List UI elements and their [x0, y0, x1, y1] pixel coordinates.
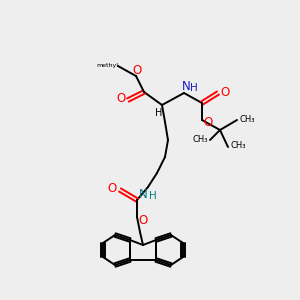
- Text: N: N: [182, 80, 190, 92]
- Text: N: N: [139, 188, 147, 202]
- Text: O: O: [203, 116, 213, 128]
- Text: H: H: [149, 191, 157, 201]
- Text: H: H: [155, 108, 163, 118]
- Text: O: O: [107, 182, 117, 196]
- Text: O: O: [132, 64, 142, 76]
- Text: CH₃: CH₃: [239, 115, 255, 124]
- Text: O: O: [138, 214, 148, 226]
- Text: CH₃: CH₃: [230, 142, 246, 151]
- Text: O: O: [220, 86, 230, 100]
- Text: O: O: [116, 92, 126, 106]
- Text: methyl: methyl: [96, 64, 118, 68]
- Text: CH₃: CH₃: [192, 134, 208, 143]
- Text: H: H: [190, 83, 198, 93]
